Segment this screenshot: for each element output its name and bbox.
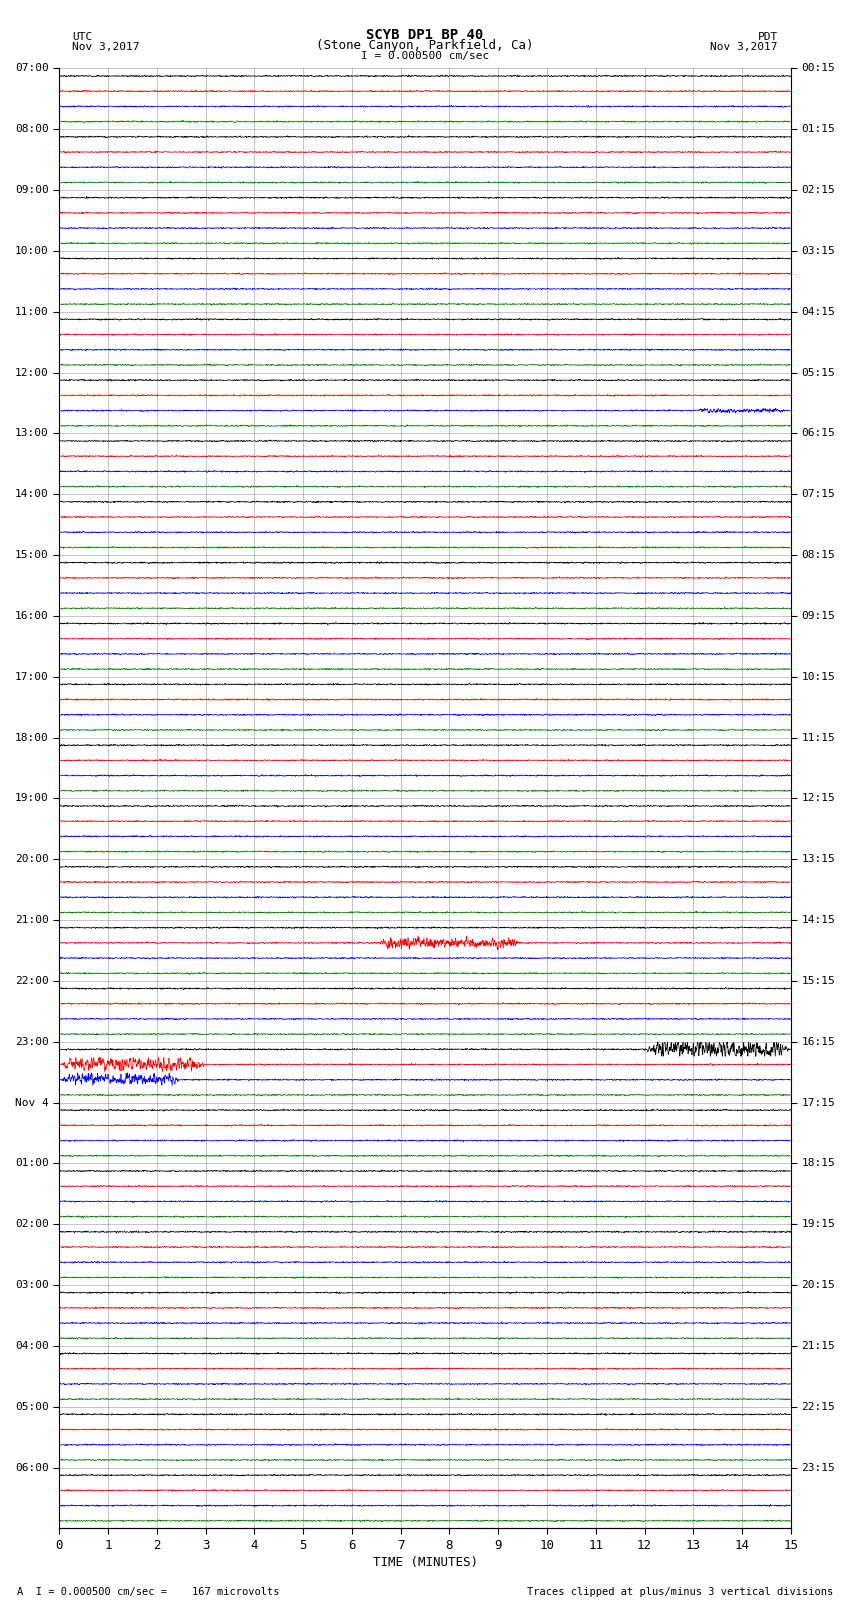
X-axis label: TIME (MINUTES): TIME (MINUTES) bbox=[372, 1557, 478, 1569]
Text: UTC: UTC bbox=[72, 32, 93, 42]
Text: Traces clipped at plus/minus 3 vertical divisions: Traces clipped at plus/minus 3 vertical … bbox=[527, 1587, 833, 1597]
Text: SCYB DP1 BP 40: SCYB DP1 BP 40 bbox=[366, 27, 484, 42]
Text: Nov 3,2017: Nov 3,2017 bbox=[711, 42, 778, 52]
Text: PDT: PDT bbox=[757, 32, 778, 42]
Text: A  I = 0.000500 cm/sec =    167 microvolts: A I = 0.000500 cm/sec = 167 microvolts bbox=[17, 1587, 280, 1597]
Text: I = 0.000500 cm/sec: I = 0.000500 cm/sec bbox=[361, 52, 489, 61]
Text: Nov 3,2017: Nov 3,2017 bbox=[72, 42, 139, 52]
Text: (Stone Canyon, Parkfield, Ca): (Stone Canyon, Parkfield, Ca) bbox=[316, 39, 534, 52]
